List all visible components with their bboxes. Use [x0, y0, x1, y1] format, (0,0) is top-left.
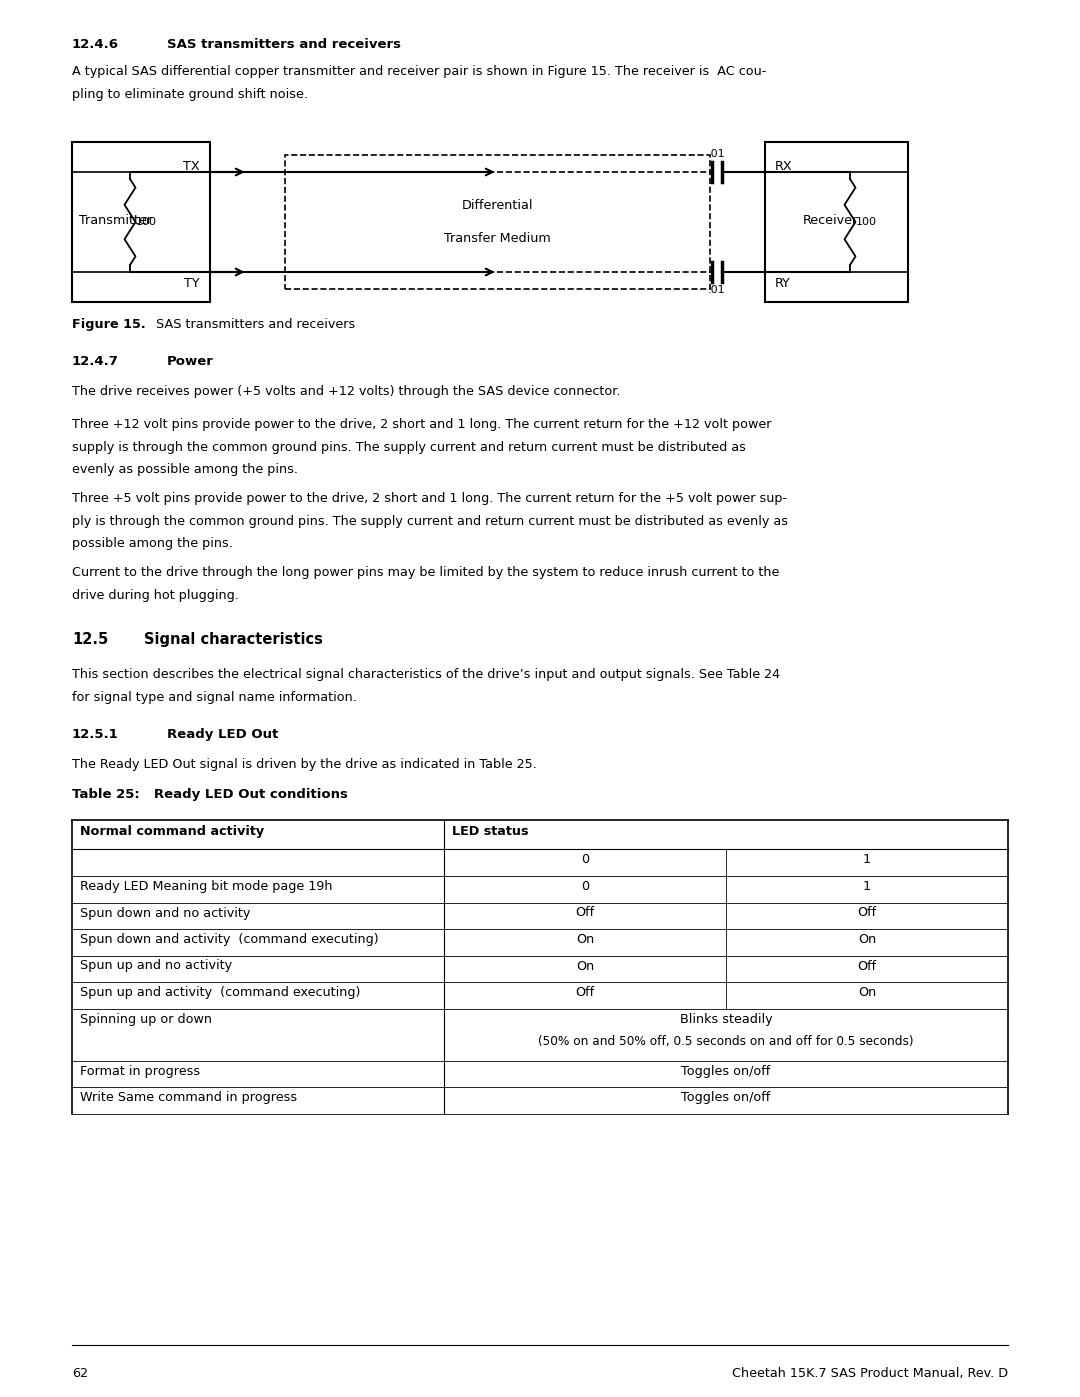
Text: Spun down and no activity: Spun down and no activity [80, 907, 251, 919]
Text: pling to eliminate ground shift noise.: pling to eliminate ground shift noise. [72, 88, 308, 101]
Text: On: On [576, 933, 594, 946]
Text: 100: 100 [136, 217, 157, 226]
Text: The Ready LED Out signal is driven by the drive as indicated in Table 25.: The Ready LED Out signal is driven by th… [72, 759, 537, 771]
Text: On: On [858, 986, 876, 999]
Text: Transmitter: Transmitter [79, 214, 152, 226]
Text: A typical SAS differential copper transmitter and receiver pair is shown in Figu: A typical SAS differential copper transm… [72, 66, 767, 78]
Text: The drive receives power (+5 volts and +12 volts) through the SAS device connect: The drive receives power (+5 volts and +… [72, 386, 621, 398]
Text: 12.5.1: 12.5.1 [72, 728, 119, 740]
Text: Table 25:: Table 25: [72, 788, 139, 800]
Text: Figure 15.: Figure 15. [72, 319, 146, 331]
Text: possible among the pins.: possible among the pins. [72, 536, 233, 550]
Text: 62: 62 [72, 1368, 87, 1380]
Text: for signal type and signal name information.: for signal type and signal name informat… [72, 690, 356, 704]
Text: Normal command activity: Normal command activity [80, 826, 265, 838]
Text: (50% on and 50% off, 0.5 seconds on and off for 0.5 seconds): (50% on and 50% off, 0.5 seconds on and … [538, 1035, 914, 1048]
Text: Blinks steadily: Blinks steadily [679, 1013, 772, 1025]
Text: Current to the drive through the long power pins may be limited by the system to: Current to the drive through the long po… [72, 566, 780, 578]
Text: 12.4.6: 12.4.6 [72, 38, 119, 52]
Text: Spun down and activity  (command executing): Spun down and activity (command executin… [80, 933, 379, 946]
Text: supply is through the common ground pins. The supply current and return current : supply is through the common ground pins… [72, 440, 746, 454]
Text: Off: Off [576, 907, 595, 919]
Text: SAS transmitters and receivers: SAS transmitters and receivers [144, 319, 355, 331]
Text: 1: 1 [863, 880, 872, 893]
Text: ply is through the common ground pins. The supply current and return current mus: ply is through the common ground pins. T… [72, 514, 788, 528]
Text: Format in progress: Format in progress [80, 1065, 200, 1077]
Text: RY: RY [775, 277, 791, 291]
Text: 12.5: 12.5 [72, 631, 108, 647]
Text: Ready LED Meaning bit mode page 19h: Ready LED Meaning bit mode page 19h [80, 880, 333, 893]
Text: 12.4.7: 12.4.7 [72, 355, 119, 367]
Text: This section describes the electrical signal characteristics of the drive’s inpu: This section describes the electrical si… [72, 668, 780, 680]
Text: Cheetah 15K.7 SAS Product Manual, Rev. D: Cheetah 15K.7 SAS Product Manual, Rev. D [732, 1368, 1008, 1380]
Text: Off: Off [858, 907, 877, 919]
Text: RX: RX [775, 161, 793, 173]
Text: TY: TY [185, 277, 200, 291]
Text: drive during hot plugging.: drive during hot plugging. [72, 588, 239, 602]
Text: evenly as possible among the pins.: evenly as possible among the pins. [72, 462, 298, 476]
Text: 100: 100 [856, 217, 877, 226]
Text: Receiver: Receiver [804, 214, 859, 226]
Text: .01: .01 [708, 285, 726, 295]
Text: Spun up and no activity: Spun up and no activity [80, 960, 232, 972]
Text: Spinning up or down: Spinning up or down [80, 1013, 212, 1025]
Text: 0: 0 [581, 854, 589, 866]
Text: Transfer Medium: Transfer Medium [444, 232, 551, 244]
Text: Ready LED Out: Ready LED Out [167, 728, 279, 740]
Text: Three +5 volt pins provide power to the drive, 2 short and 1 long. The current r: Three +5 volt pins provide power to the … [72, 492, 787, 504]
Text: Ready LED Out conditions: Ready LED Out conditions [140, 788, 348, 800]
Text: Power: Power [167, 355, 214, 367]
Text: 1: 1 [863, 854, 872, 866]
Bar [765, 142, 908, 302]
Text: Write Same command in progress: Write Same command in progress [80, 1091, 297, 1104]
Bar [72, 142, 210, 302]
Text: Toggles on/off: Toggles on/off [681, 1091, 771, 1104]
Text: Spun up and activity  (command executing): Spun up and activity (command executing) [80, 986, 361, 999]
Text: Signal characteristics: Signal characteristics [144, 631, 323, 647]
Text: LED status: LED status [453, 826, 528, 838]
Text: Three +12 volt pins provide power to the drive, 2 short and 1 long. The current : Three +12 volt pins provide power to the… [72, 418, 771, 432]
Text: Off: Off [576, 986, 595, 999]
Text: SAS transmitters and receivers: SAS transmitters and receivers [167, 38, 401, 52]
Text: Differential: Differential [462, 198, 534, 212]
Text: TX: TX [184, 161, 200, 173]
Text: 0: 0 [581, 880, 589, 893]
Text: Off: Off [858, 960, 877, 972]
Text: Toggles on/off: Toggles on/off [681, 1065, 771, 1077]
Text: On: On [576, 960, 594, 972]
Bar [285, 155, 710, 289]
Text: On: On [858, 933, 876, 946]
Text: .01: .01 [708, 149, 726, 159]
